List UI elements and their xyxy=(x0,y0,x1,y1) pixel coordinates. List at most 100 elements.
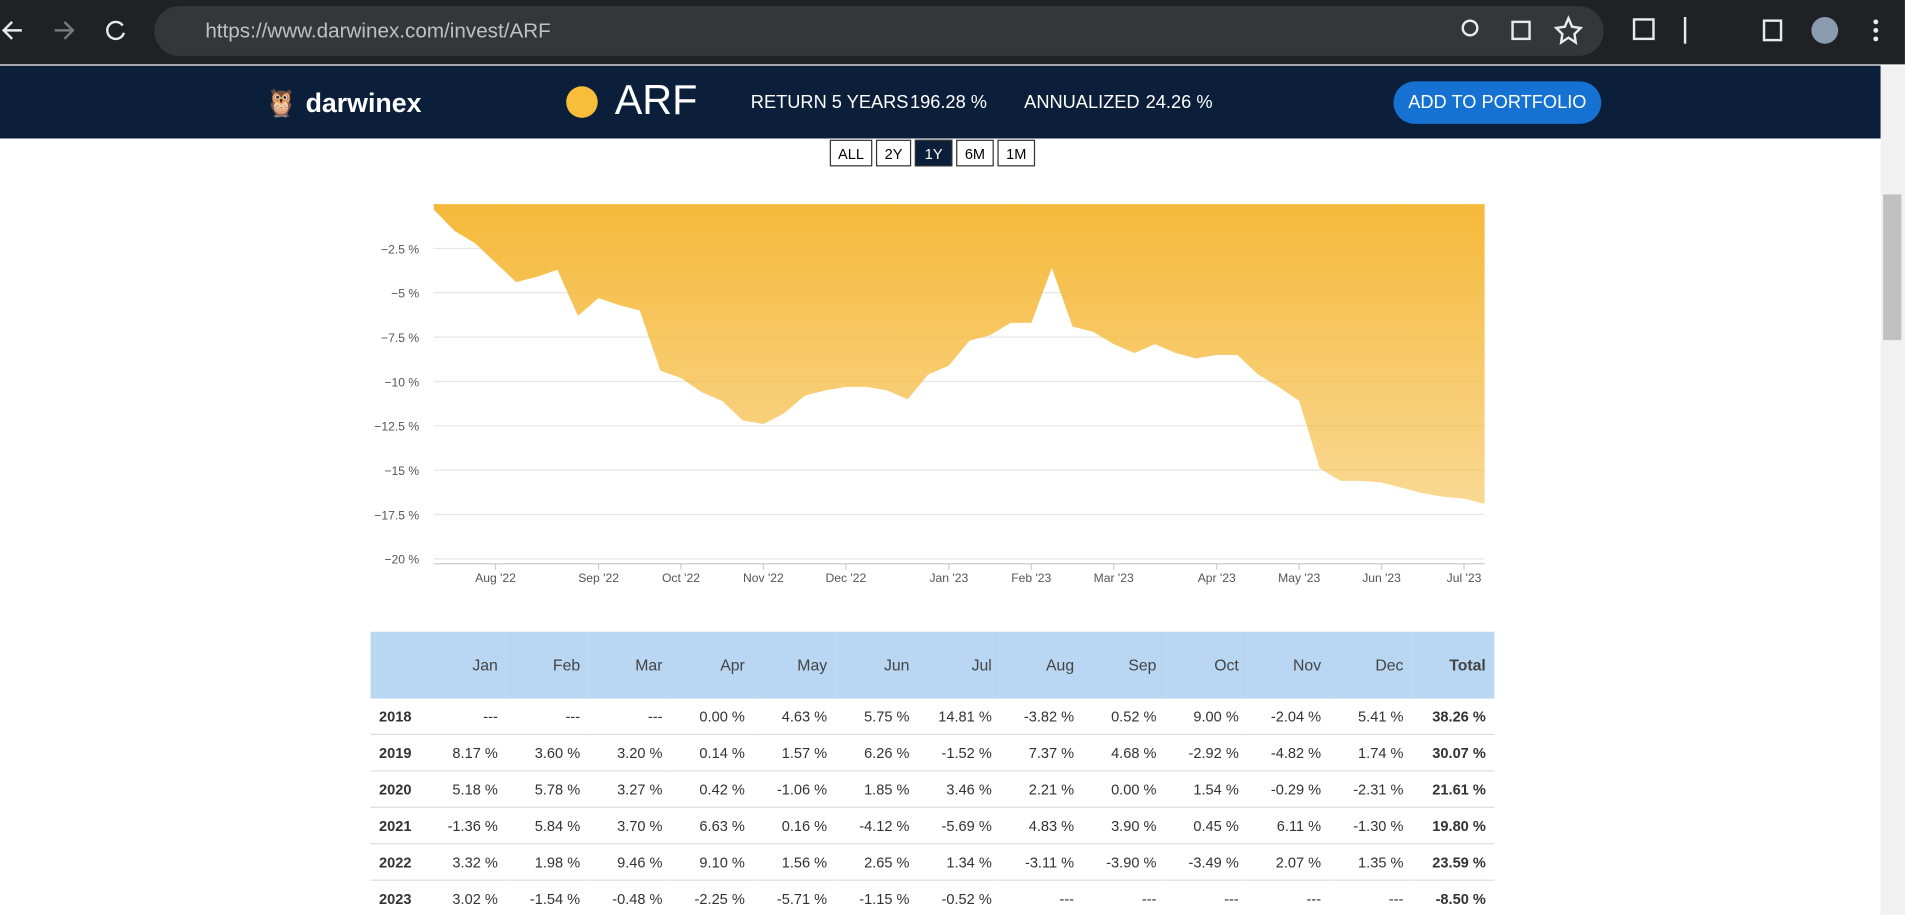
column-header: Aug xyxy=(1000,631,1083,699)
return-cell: --- xyxy=(424,698,507,736)
return-cell: -0.48 % xyxy=(588,880,671,915)
x-tick-label: Aug '22 xyxy=(475,571,516,585)
return-cell: 2.65 % xyxy=(835,843,918,881)
range-button[interactable]: 2Y xyxy=(875,139,912,167)
column-header: Dec xyxy=(1329,631,1412,699)
x-tick-label: Sep '22 xyxy=(578,571,619,585)
return-cell: 4.68 % xyxy=(1082,734,1165,772)
return-cell: 9.00 % xyxy=(1164,698,1248,736)
chart: −2.5 % −5 % −7.5 % −10 % −12.5 % −15 % −17.5 %… xyxy=(374,204,1485,585)
return-cell: -0.52 % xyxy=(917,880,1001,915)
return-cell: -8.50 % xyxy=(1411,880,1495,915)
return-cell: 6.26 % xyxy=(835,734,918,772)
range-button[interactable]: 6M xyxy=(956,139,994,167)
nav-icons xyxy=(1,20,126,41)
y-tick-label: −20 % xyxy=(384,553,419,567)
return-cell: -0.29 % xyxy=(1247,770,1330,808)
annualized-label: ANNUALIZED xyxy=(1024,92,1140,113)
add-to-portfolio[interactable]: ADD TO PORTFOLIO xyxy=(1393,81,1602,124)
range-button[interactable]: 1Y xyxy=(914,139,953,167)
return-cell: 4.83 % xyxy=(1000,807,1083,845)
return-cell: 8.17 % xyxy=(424,734,507,772)
x-tick-label: Jan '23 xyxy=(929,571,968,585)
column-header: May xyxy=(753,631,836,699)
return-cell: 0.16 % xyxy=(753,807,836,845)
corner-cell xyxy=(370,631,425,699)
y-tick-label: −12.5 % xyxy=(374,420,419,434)
x-tick-label: Oct '22 xyxy=(662,571,700,585)
monthly-returns: Jan Feb Mar Apr May Jun Jul Aug Sep Oct Nov Dec Tota… xyxy=(370,631,1495,915)
x-tick-label: Nov '22 xyxy=(743,571,784,585)
return-cell: 3.20 % xyxy=(588,734,671,772)
return-cell: 3.46 % xyxy=(917,770,1001,808)
return-cell: 1.56 % xyxy=(753,843,836,881)
scroll-thumb[interactable] xyxy=(1883,194,1902,341)
table-row: 2020 5.18 % 5.78 % 3.27 % 0.42 % -1.06 % 1.85 … xyxy=(370,770,1495,808)
x-tick-label: Jun '23 xyxy=(1362,571,1401,585)
return-cell: 5.18 % xyxy=(424,770,507,808)
y-tick-label: −5 % xyxy=(391,287,419,301)
return-cell: -1.36 % xyxy=(424,807,507,845)
return-cell: -2.31 % xyxy=(1329,770,1412,808)
return-cell: --- xyxy=(1247,880,1330,915)
year-cell: 2022 xyxy=(370,843,425,881)
status-dot xyxy=(566,86,598,118)
column-header: Total xyxy=(1411,631,1495,699)
return-cell: 5.78 % xyxy=(506,770,589,808)
column-header: Jul xyxy=(917,631,1001,699)
toolbar-icons xyxy=(1461,15,1879,46)
return-cell: -5.69 % xyxy=(917,807,1001,845)
return-cell: 4.63 % xyxy=(753,698,836,736)
return-cell: 0.52 % xyxy=(1082,698,1165,736)
x-tick-label: Feb '23 xyxy=(1011,571,1051,585)
x-tick-label: Jul '23 xyxy=(1447,571,1482,585)
return-cell: 3.32 % xyxy=(424,843,507,881)
drawdown-area xyxy=(433,204,1485,504)
return-cell: -2.25 % xyxy=(670,880,754,915)
return-cell: -3.82 % xyxy=(1000,698,1083,736)
return-cell: 21.61 % xyxy=(1411,770,1495,808)
y-tick-label: −10 % xyxy=(384,375,419,389)
return-cell: -1.52 % xyxy=(917,734,1001,772)
symbol: ARF xyxy=(614,77,698,124)
return-cell: 7.37 % xyxy=(1000,734,1083,772)
return-cell: 9.46 % xyxy=(588,843,671,881)
return-cell: 0.00 % xyxy=(670,698,754,736)
return-cell: 1.74 % xyxy=(1329,734,1412,772)
table-row: 2023 3.02 % -1.54 % -0.48 % -2.25 % -5.71 % -1… xyxy=(370,880,1495,915)
return-cell: 1.54 % xyxy=(1164,770,1248,808)
return-cell: 3.27 % xyxy=(588,770,671,808)
year-cell: 2019 xyxy=(370,734,425,772)
range-button[interactable]: ALL xyxy=(829,139,873,167)
return-cell: --- xyxy=(588,698,671,736)
return-cell: 1.85 % xyxy=(835,770,918,808)
return-cell: --- xyxy=(506,698,589,736)
return-cell: --- xyxy=(1082,880,1165,915)
column-header: Jan xyxy=(424,631,507,699)
return-cell: 1.35 % xyxy=(1329,843,1412,881)
return-cell: 2.21 % xyxy=(1000,770,1083,808)
return-cell: 38.26 % xyxy=(1411,698,1495,736)
return-label: RETURN 5 YEARS xyxy=(750,92,909,113)
column-header: Oct xyxy=(1164,631,1248,699)
return-cell: 6.63 % xyxy=(670,807,754,845)
column-header: Jun xyxy=(835,631,918,699)
brand-name: darwinex xyxy=(305,87,422,118)
return-cell: 5.41 % xyxy=(1329,698,1412,736)
range-button[interactable]: 1M xyxy=(997,139,1036,167)
table-row: 2022 3.32 % 1.98 % 9.46 % 9.10 % 1.56 % 2.65 %… xyxy=(370,843,1495,881)
return-cell: 14.81 % xyxy=(917,698,1001,736)
return-value: 196.28 % xyxy=(909,92,987,113)
return-cell: 2.07 % xyxy=(1247,843,1330,881)
return-cell: 0.14 % xyxy=(670,734,754,772)
return-cell: 3.60 % xyxy=(506,734,589,772)
return-cell: 6.11 % xyxy=(1247,807,1330,845)
return-cell: 9.10 % xyxy=(670,843,754,881)
return-cell: -1.15 % xyxy=(835,880,918,915)
return-cell: 0.00 % xyxy=(1082,770,1165,808)
year-cell: 2023 xyxy=(370,880,425,915)
return-cell: 30.07 % xyxy=(1411,734,1495,772)
brand-logo[interactable]: 🦉 darwinex xyxy=(264,87,422,118)
return-cell: --- xyxy=(1000,880,1083,915)
address-bar[interactable]: https://www.darwinex.com/invest/ARF xyxy=(154,6,1604,56)
